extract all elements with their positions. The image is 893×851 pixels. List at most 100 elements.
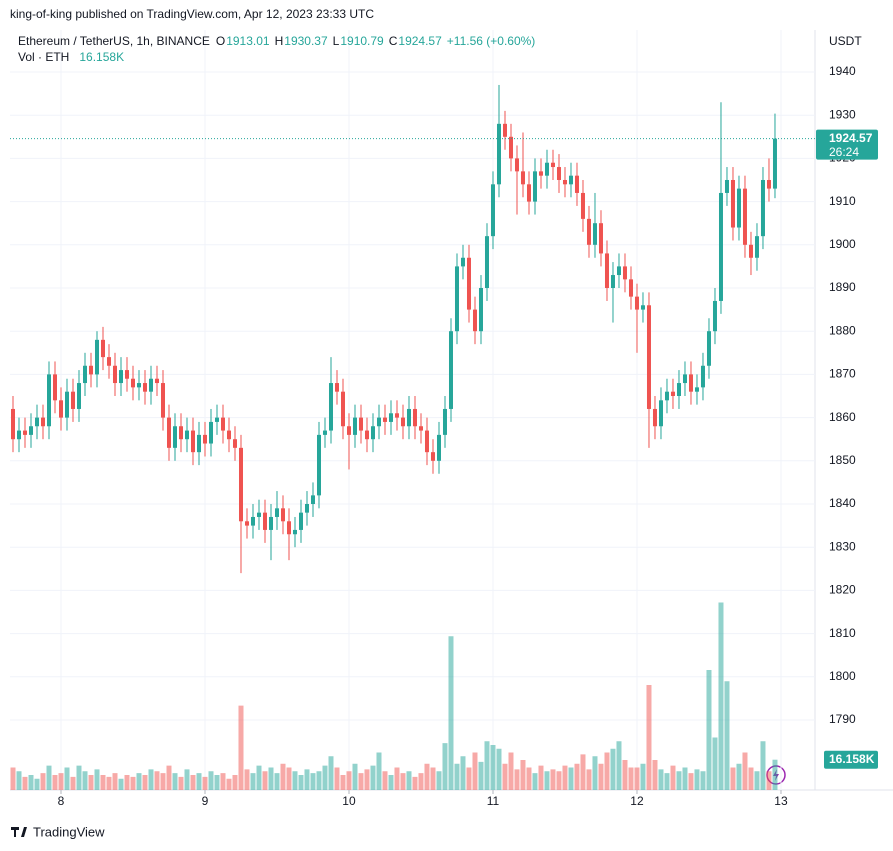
volume-bar — [760, 741, 766, 790]
candle-body — [214, 417, 219, 422]
y-tick-label: 1900 — [829, 237, 856, 251]
candle-body — [394, 413, 399, 418]
volume-bar — [10, 767, 16, 790]
candle-body — [262, 512, 267, 530]
candle-body — [544, 162, 549, 176]
volume-bar — [490, 745, 496, 790]
volume-bar — [346, 771, 352, 790]
ohlc-legend-value: 1924.57 — [398, 34, 442, 48]
volume-bar — [418, 773, 424, 790]
volume-bar — [460, 756, 466, 790]
volume-bar — [364, 769, 370, 790]
candle-body — [526, 184, 531, 202]
volume-bar — [754, 771, 760, 790]
candle-body — [76, 383, 81, 409]
ohlc-legend-label: H — [275, 34, 284, 48]
volume-bar — [124, 775, 130, 790]
ohlc-legend-label: L — [333, 34, 340, 48]
volume-bar — [22, 776, 28, 790]
volume-bar — [88, 775, 94, 790]
volume-bar — [616, 741, 622, 790]
volume-bar — [640, 763, 646, 790]
volume-bar — [706, 670, 712, 790]
volume-bar — [592, 756, 598, 790]
volume-bar — [436, 771, 442, 790]
candle-body — [316, 434, 321, 496]
candle-body — [286, 521, 291, 535]
candle-body — [598, 223, 603, 254]
candle-body — [442, 408, 447, 435]
volume-bar — [670, 765, 676, 790]
candle-body — [334, 383, 339, 392]
candle-body — [46, 374, 51, 427]
volume-bar — [316, 771, 322, 790]
candle-body — [70, 391, 75, 409]
footer-logo: TradingView — [11, 824, 105, 839]
volume-bar — [550, 769, 556, 790]
y-tick-label: 1810 — [829, 626, 856, 640]
candle-body — [400, 417, 405, 427]
volume-bar — [508, 752, 514, 790]
publish-header: king-of-king published on TradingView.co… — [10, 7, 374, 21]
volume-bar — [196, 773, 202, 790]
candle-body — [148, 378, 153, 392]
volume-bar — [658, 769, 664, 790]
volume-bar — [70, 776, 76, 790]
candle-body — [382, 417, 387, 422]
candle-body — [100, 339, 105, 358]
volume-bar — [454, 763, 460, 790]
volume-bar — [154, 771, 160, 790]
candle-body — [64, 391, 69, 418]
volume-bar — [430, 767, 436, 790]
candle-body — [58, 400, 63, 418]
labels: 1790 1800 1810 1820 1830 1840 1850 1860 1870 1880… — [10, 34, 878, 808]
volume-bar — [292, 771, 298, 790]
candle-body — [574, 175, 579, 193]
volume-bar — [28, 775, 34, 790]
volume-bar — [334, 767, 340, 790]
candle-body — [616, 266, 621, 276]
volume-bar — [250, 773, 256, 790]
candle-body — [418, 426, 423, 431]
volume-bar — [94, 769, 100, 790]
candle-body — [388, 413, 393, 422]
volume-bar — [298, 775, 304, 790]
volume-bar — [238, 705, 244, 790]
candle-body — [772, 138, 777, 189]
volume-bar — [448, 636, 454, 790]
volume-bar — [142, 775, 148, 790]
volume-bar — [286, 767, 292, 790]
volume-bar — [274, 773, 280, 790]
volume-bar — [694, 769, 700, 790]
candle-body — [454, 266, 459, 332]
candle-body — [298, 512, 303, 530]
candle-body — [610, 275, 615, 288]
volume-bar — [268, 767, 274, 790]
candle-body — [700, 365, 705, 388]
volume-bar — [172, 773, 178, 790]
volume-bar — [16, 771, 22, 790]
y-tick-label: 1860 — [829, 410, 856, 424]
volume-bar — [526, 767, 532, 790]
x-tick-label: 11 — [487, 794, 500, 808]
candle-body — [472, 309, 477, 332]
candle-body — [196, 434, 201, 453]
candle-body — [106, 357, 111, 366]
volume-legend-value: 16.158K — [79, 50, 124, 64]
candle-body — [742, 188, 747, 245]
volume-bar — [748, 767, 754, 790]
candle-body — [424, 430, 429, 453]
candle-body — [40, 417, 45, 427]
candle-body — [310, 495, 315, 505]
candle-body — [160, 383, 165, 418]
candle-body — [514, 158, 519, 172]
volume-bar — [502, 763, 508, 790]
grid — [10, 30, 815, 790]
candle-body — [664, 391, 669, 401]
volume-bar — [412, 776, 418, 790]
candle-body — [490, 184, 495, 237]
y-tick-label: 1830 — [829, 539, 856, 553]
volume-bar — [52, 775, 58, 790]
candle-body — [760, 179, 765, 237]
y-tick-label: 1940 — [829, 64, 856, 78]
